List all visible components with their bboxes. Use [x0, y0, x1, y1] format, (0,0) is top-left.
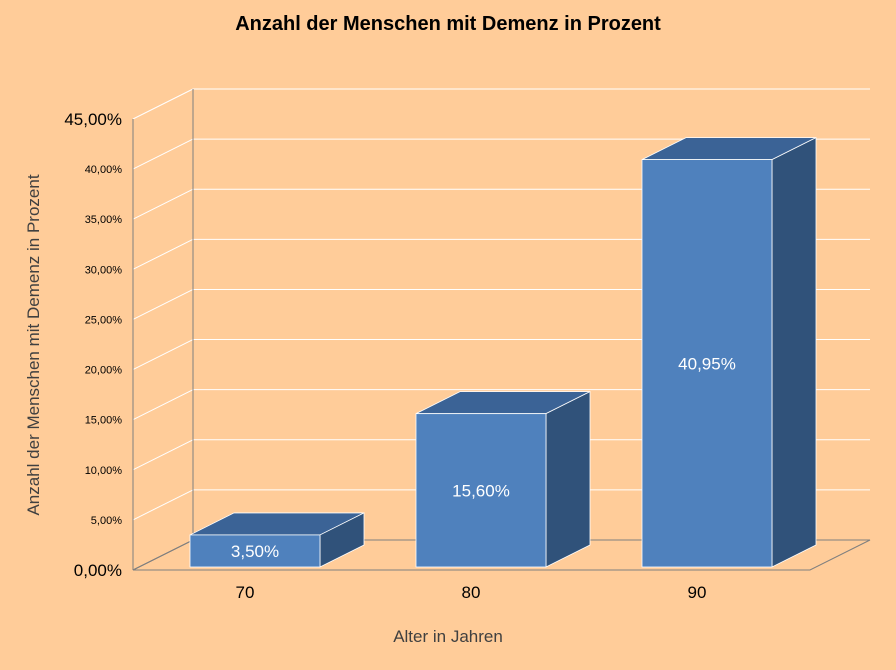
chart-title: Anzahl der Menschen mit Demenz in Prozen… [235, 13, 661, 35]
gridline-side [132, 439, 194, 471]
gridline-side [132, 288, 194, 320]
y-tick-label: 20,00% [85, 365, 123, 377]
y-tick-label: 45,00% [64, 110, 122, 129]
gridline-side [132, 489, 194, 521]
y-tick-label: 35,00% [85, 214, 123, 226]
x-tick-label: 70 [236, 583, 255, 602]
y-tick-label: 10,00% [85, 465, 123, 477]
gridline-side [132, 389, 194, 421]
y-tick-label: 40,00% [85, 164, 123, 176]
bars: 3,50% 15,60% 40,95% [189, 136, 817, 568]
data-label: 40,95% [678, 354, 736, 373]
gridline-side [132, 188, 194, 220]
y-tick-label: 25,00% [85, 314, 123, 326]
x-tick-label: 80 [462, 583, 481, 602]
y-tick-label: 30,00% [85, 264, 123, 276]
bar-front [415, 413, 547, 568]
bar-side [771, 136, 817, 568]
bar-80: 15,60% [415, 391, 591, 568]
y-tick-label: 0,00% [74, 561, 122, 580]
bar-70: 3,50% [189, 512, 365, 568]
bar-front [189, 534, 321, 568]
gridline-side [132, 238, 194, 270]
data-label: 3,50% [231, 542, 279, 561]
y-tick-labels: 0,00% 5,00% 10,00% 15,00% 20,00% 25,00% 30,00%… [64, 110, 122, 580]
gridline-side [132, 539, 194, 571]
bar-front [641, 159, 773, 568]
gridline-side [132, 339, 194, 371]
bar-90: 40,95% [641, 136, 817, 568]
data-label: 15,60% [452, 481, 510, 500]
y-tick-label: 5,00% [91, 515, 122, 527]
y-tick-label: 15,00% [85, 415, 123, 427]
x-tick-label: 90 [688, 583, 707, 602]
gridline-side [132, 138, 194, 170]
x-axis-label: Alter in Jahren [393, 627, 503, 646]
x-tick-labels: 70 80 90 [236, 583, 707, 602]
gridline-side [132, 88, 194, 120]
y-axis-label: Anzahl der Menschen mit Demenz in Prozen… [24, 174, 43, 515]
bar-side [545, 391, 591, 568]
